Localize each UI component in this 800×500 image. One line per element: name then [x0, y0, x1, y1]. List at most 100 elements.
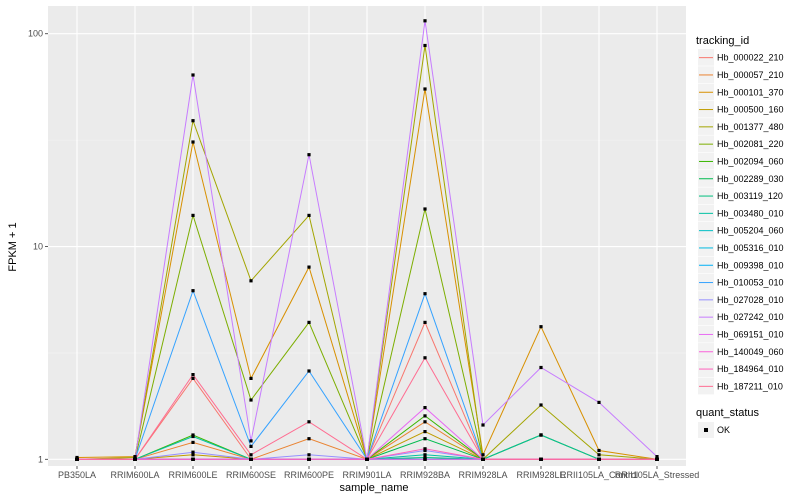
data-point — [597, 457, 601, 461]
data-point — [423, 437, 427, 441]
data-point — [423, 292, 427, 296]
data-point — [423, 320, 427, 324]
data-point — [75, 455, 79, 460]
legend-item-label: Hb_010053_010 — [717, 278, 784, 288]
data-point — [75, 457, 79, 461]
data-point — [191, 457, 195, 461]
data-point — [191, 453, 195, 457]
data-point — [249, 453, 253, 457]
data-point — [481, 453, 485, 457]
data-point — [307, 320, 311, 324]
data-point — [133, 457, 137, 461]
legend-item-label: Hb_003480_010 — [717, 208, 784, 218]
legend: tracking_id Hb_000022_210Hb_000057_210Hb… — [696, 35, 784, 438]
x-tick-label: RRII105LA_Control — [560, 470, 638, 480]
data-point — [249, 398, 253, 402]
y-tick-label: 100 — [28, 29, 43, 39]
y-axis-title: FPKM + 1 — [7, 222, 19, 271]
legend-item-label: Hb_002081_220 — [717, 139, 784, 149]
data-point — [423, 447, 427, 451]
data-point — [365, 457, 369, 461]
shape-legend-marker — [704, 428, 708, 432]
data-point — [307, 420, 311, 424]
y-tick-label: 1 — [38, 454, 43, 464]
data-point — [539, 403, 543, 407]
gridlines — [48, 6, 686, 466]
data-point — [191, 376, 195, 380]
legend-item-label: Hb_187211_010 — [717, 381, 783, 391]
legend-item-label: Hb_000057_210 — [717, 70, 784, 80]
legend-item-label: Hb_002094_060 — [717, 156, 784, 166]
legend-item-label: Hb_000101_370 — [717, 87, 784, 97]
x-tick-label: RRIM600LE — [168, 470, 217, 480]
data-point — [249, 444, 253, 448]
data-point — [191, 213, 195, 217]
x-tick-label: RRIM600SE — [226, 470, 276, 480]
data-point — [423, 430, 427, 434]
legend-item-label: Hb_009398_010 — [717, 260, 784, 270]
legend-item-label: Hb_184964_010 — [717, 364, 784, 374]
data-point — [423, 453, 427, 457]
data-point — [133, 455, 137, 460]
data-point — [423, 356, 427, 360]
data-point — [307, 453, 311, 457]
data-point — [423, 448, 427, 453]
data-point — [539, 365, 543, 370]
legend-item-label: Hb_069151_010 — [717, 329, 784, 339]
data-point — [539, 433, 543, 437]
shape-legend-label: OK — [717, 425, 730, 435]
data-point — [191, 140, 195, 144]
data-point — [481, 457, 485, 461]
x-tick-label: RRIM600LA — [110, 470, 159, 480]
data-point — [423, 455, 427, 460]
data-point — [191, 440, 195, 444]
legend-item-label: Hb_027028_010 — [717, 295, 784, 305]
y-axis: 1 10 100 — [28, 29, 48, 464]
data-point — [191, 289, 195, 293]
data-point — [539, 457, 543, 461]
data-point — [307, 153, 311, 157]
x-axis: PB350LA RRIM600LA RRIM600LE RRIM600SE RRIM60… — [58, 466, 699, 480]
x-tick-label: RRIM928LE — [516, 470, 565, 480]
legend-item-label: Hb_027242_010 — [717, 312, 784, 322]
x-tick-label: RRIM901LA — [342, 470, 391, 480]
legend-item-label: Hb_000500_160 — [717, 105, 784, 115]
data-point — [249, 439, 253, 443]
data-point — [307, 457, 311, 461]
legend-item-label: Hb_000022_210 — [717, 53, 784, 63]
series-points — [75, 19, 659, 461]
legend-item-label: Hb_002289_030 — [717, 174, 784, 184]
data-point — [307, 265, 311, 269]
data-point — [539, 325, 543, 329]
data-point — [191, 450, 195, 454]
data-point — [249, 457, 253, 461]
data-point — [423, 207, 427, 211]
data-point — [191, 73, 195, 77]
data-point — [423, 457, 427, 461]
data-point — [423, 414, 427, 418]
legend-title: tracking_id — [696, 35, 749, 47]
data-point — [307, 213, 311, 217]
legend-item-label: Hb_003119_120 — [717, 191, 783, 201]
data-point — [423, 43, 427, 48]
data-point — [191, 119, 195, 123]
x-tick-label: PB350LA — [58, 470, 96, 480]
x-tick-label: RRIM600PE — [284, 470, 334, 480]
data-point — [423, 406, 427, 410]
y-tick-label: 10 — [33, 242, 43, 252]
data-point — [597, 400, 601, 404]
legend-item-label: Hb_140049_060 — [717, 347, 784, 357]
x-tick-label: RRII105LA_Stressed — [615, 470, 700, 480]
data-point — [655, 457, 659, 461]
legend-item-label: Hb_005204_060 — [717, 226, 784, 236]
data-point — [191, 434, 195, 439]
data-point — [597, 448, 601, 453]
x-tick-label: RRIM928BA — [400, 470, 450, 480]
legend-items: Hb_000022_210 Hb_000057_210 Hb_000101_370 H… — [698, 49, 784, 395]
legend-item-label: Hb_005316_010 — [717, 243, 784, 253]
data-point — [423, 420, 427, 424]
shape-legend-title: quant_status — [696, 407, 759, 419]
data-point — [307, 437, 311, 441]
data-point — [307, 369, 311, 373]
